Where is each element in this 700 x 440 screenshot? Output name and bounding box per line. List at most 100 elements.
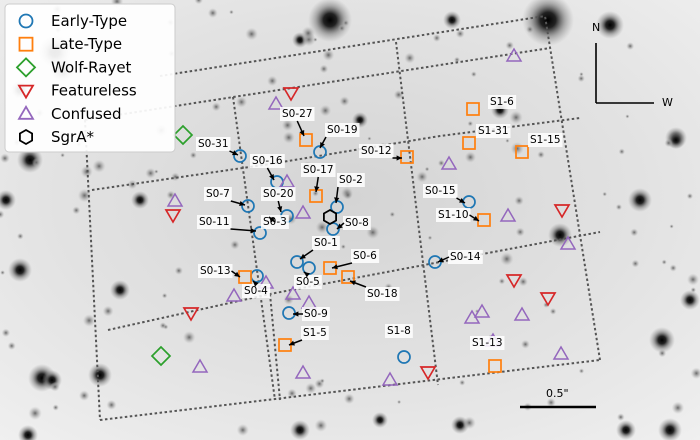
bright-star-blob bbox=[131, 191, 149, 209]
faint-star-blob bbox=[208, 8, 218, 18]
star-label: S0-8 bbox=[345, 217, 369, 229]
faint-star-blob bbox=[459, 380, 465, 386]
faint-star-blob bbox=[516, 227, 525, 236]
bright-star-blob bbox=[372, 412, 388, 428]
bright-star-blob bbox=[616, 420, 636, 440]
faint-star-blob bbox=[602, 192, 607, 197]
faint-star-blob bbox=[617, 413, 625, 421]
star-label: S0-11 bbox=[199, 216, 230, 228]
faint-star-blob bbox=[537, 151, 545, 159]
legend-label: Featureless bbox=[51, 82, 137, 100]
faint-star-blob bbox=[514, 196, 524, 206]
faint-star-blob bbox=[344, 393, 355, 404]
faint-star-blob bbox=[669, 224, 673, 228]
legend-label: Wolf-Rayet bbox=[51, 58, 132, 76]
faint-star-blob bbox=[103, 306, 114, 317]
faint-star-blob bbox=[175, 267, 183, 275]
star-label: S0-17 bbox=[303, 164, 334, 176]
faint-star-blob bbox=[499, 278, 506, 285]
bright-star-blob bbox=[680, 290, 700, 310]
faint-star-blob bbox=[521, 340, 530, 349]
compass-north-label: N bbox=[592, 21, 600, 34]
faint-star-blob bbox=[154, 169, 158, 173]
bright-star-blob bbox=[628, 188, 652, 212]
faint-star-blob bbox=[93, 160, 106, 173]
faint-star-blob bbox=[389, 212, 395, 218]
faint-star-blob bbox=[463, 416, 476, 429]
faint-star-blob bbox=[367, 137, 371, 141]
faint-star-blob bbox=[50, 382, 60, 392]
faint-star-blob bbox=[79, 390, 90, 401]
faint-star-blob bbox=[658, 349, 666, 357]
faint-star-blob bbox=[550, 308, 557, 315]
faint-star-blob bbox=[83, 314, 96, 327]
faint-star-blob bbox=[339, 96, 349, 106]
faint-star-blob bbox=[8, 342, 16, 350]
faint-star-blob bbox=[631, 260, 639, 268]
star-label: S0-2 bbox=[339, 174, 363, 186]
faint-star-blob bbox=[511, 142, 524, 155]
faint-star-blob bbox=[60, 153, 65, 158]
faint-star-blob bbox=[320, 65, 329, 74]
faint-star-blob bbox=[320, 378, 325, 383]
star-label: S0-18 bbox=[367, 288, 398, 300]
star-label: S0-5 bbox=[296, 276, 320, 288]
faint-star-blob bbox=[301, 26, 315, 40]
star-label: S1-5 bbox=[303, 327, 327, 339]
legend-label: Early-Type bbox=[51, 12, 127, 30]
star-label: S0-16 bbox=[252, 155, 283, 167]
faint-star-blob bbox=[183, 331, 196, 344]
faint-star-blob bbox=[106, 400, 116, 410]
faint-star-blob bbox=[32, 158, 41, 167]
faint-star-blob bbox=[687, 193, 693, 199]
faint-star-blob bbox=[425, 167, 430, 172]
faint-star-blob bbox=[625, 114, 629, 118]
faint-star-blob bbox=[672, 402, 685, 415]
faint-star-blob bbox=[465, 152, 476, 163]
faint-star-blob bbox=[229, 10, 234, 15]
star-label: S0-31 bbox=[198, 138, 229, 150]
faint-star-blob bbox=[28, 406, 42, 420]
legend-label: SgrA* bbox=[51, 128, 94, 146]
star-label: S0-1 bbox=[314, 237, 338, 249]
faint-star-blob bbox=[428, 236, 433, 241]
faint-star-blob bbox=[267, 76, 278, 87]
star-label: S0-7 bbox=[206, 188, 230, 200]
star-label: S0-14 bbox=[450, 251, 481, 263]
faint-star-blob bbox=[305, 383, 316, 394]
faint-star-blob bbox=[53, 404, 59, 410]
star-label: S0-15 bbox=[425, 185, 456, 197]
bright-star-blob bbox=[8, 258, 32, 282]
faint-star-blob bbox=[2, 329, 11, 338]
faint-star-blob bbox=[190, 152, 197, 159]
legend-label: Late-Type bbox=[51, 35, 122, 53]
faint-star-blob bbox=[343, 190, 352, 199]
star-label: S1-8 bbox=[387, 325, 411, 337]
faint-star-blob bbox=[433, 34, 441, 42]
faint-star-blob bbox=[664, 139, 672, 147]
star-label: S0-27 bbox=[282, 108, 313, 120]
faint-star-blob bbox=[471, 71, 477, 77]
faint-star-blob bbox=[171, 172, 180, 181]
bright-star-blob bbox=[548, 223, 572, 247]
faint-star-blob bbox=[338, 24, 346, 32]
bright-star-blob bbox=[88, 363, 112, 387]
faint-star-blob bbox=[162, 293, 168, 299]
star-label: S1-31 bbox=[478, 125, 509, 137]
star-label: S1-15 bbox=[530, 134, 561, 146]
star-label: S0-20 bbox=[263, 188, 294, 200]
faint-star-blob bbox=[670, 264, 677, 271]
faint-star-blob bbox=[230, 240, 240, 250]
faint-star-blob bbox=[662, 259, 667, 264]
faint-star-blob bbox=[687, 273, 699, 285]
star-label: S1-10 bbox=[438, 209, 469, 221]
bright-star-blob bbox=[290, 420, 310, 440]
faint-star-blob bbox=[237, 424, 249, 436]
faint-star-blob bbox=[397, 400, 401, 404]
faint-star-blob bbox=[505, 139, 509, 143]
faint-star-blob bbox=[282, 119, 294, 131]
faint-star-blob bbox=[72, 206, 80, 214]
faint-star-blob bbox=[145, 168, 156, 179]
